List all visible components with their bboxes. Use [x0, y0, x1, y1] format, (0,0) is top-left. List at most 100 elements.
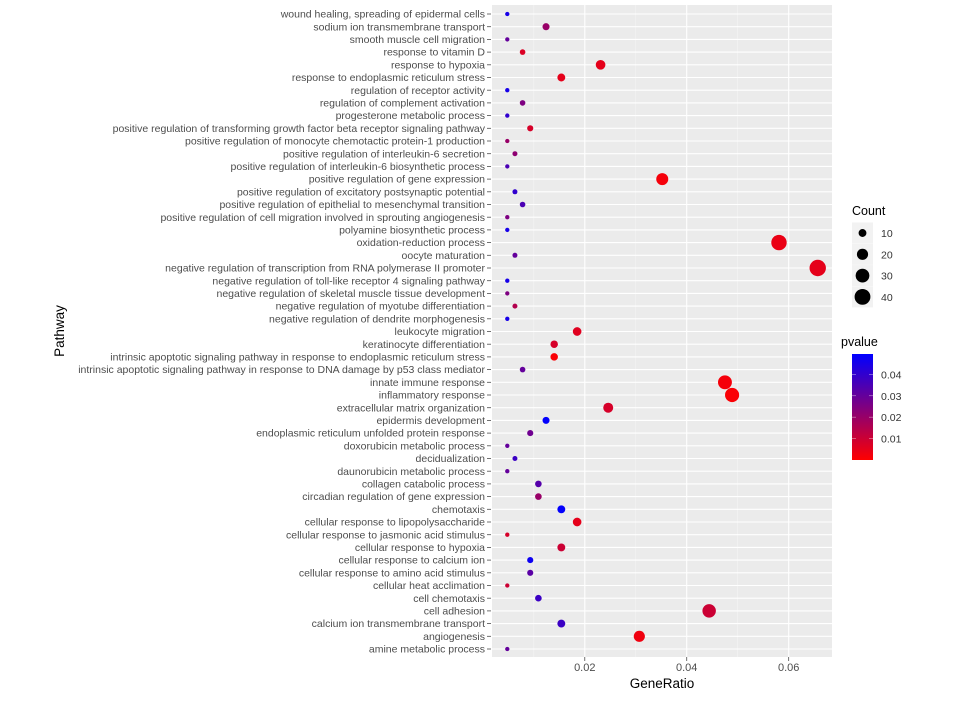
y-tick-label: circadian regulation of gene expression: [302, 491, 485, 503]
point: [512, 303, 518, 309]
y-tick-label: calcium ion transmembrane transport: [312, 618, 485, 630]
x-tick-label: 0.04: [676, 662, 697, 674]
point: [505, 37, 510, 42]
colorbar: [852, 354, 873, 460]
x-axis-title: GeneRatio: [630, 676, 695, 691]
point: [512, 456, 518, 461]
y-tick-label: negative regulation of skeletal muscle t…: [217, 288, 486, 300]
y-tick-label: response to vitamin D: [383, 47, 485, 59]
x-axis-ticks: 0.02 0.04 0.06: [574, 657, 799, 674]
point: [535, 480, 542, 488]
y-axis-title: Pathway: [52, 305, 67, 357]
point: [717, 375, 732, 390]
y-tick-label: chemotaxis: [432, 504, 485, 516]
point: [505, 316, 510, 321]
point: [572, 517, 582, 527]
point: [505, 583, 510, 588]
y-tick-label: cellular response to amino acid stimulus: [299, 567, 485, 579]
point: [505, 646, 510, 652]
y-tick-label: keratinocyte differentiation: [363, 339, 486, 351]
y-tick-label: epidermis development: [376, 415, 485, 427]
point: [595, 59, 606, 70]
point: [512, 151, 518, 157]
point: [512, 252, 518, 258]
y-tick-label: regulation of complement activation: [320, 98, 485, 110]
point: [505, 88, 510, 93]
point: [557, 505, 566, 514]
y-tick-label: cellular response to calcium ion: [339, 555, 486, 567]
color-legend-title: pvalue: [841, 335, 878, 349]
point: [505, 469, 510, 474]
point: [505, 532, 510, 537]
point: [505, 227, 510, 233]
y-tick-label: negative regulation of toll-like recepto…: [212, 275, 485, 287]
y-tick-label: leukocyte migration: [395, 326, 486, 338]
y-tick-label: progesterone metabolic process: [336, 110, 485, 122]
point: [527, 569, 534, 576]
y-tick-label: regulation of receptor activity: [351, 85, 486, 97]
y-tick-label: oxidation-reduction process: [357, 237, 485, 249]
point: [519, 49, 526, 55]
size-legend: Count 10 20 30 40: [852, 204, 893, 308]
size-key-dot: [856, 248, 869, 260]
points: [505, 11, 826, 652]
y-tick-label: daunorubicin metabolic process: [337, 466, 485, 478]
y-tick-label: angiogenesis: [423, 631, 485, 643]
point: [527, 557, 534, 564]
y-tick-label: negative regulation of transcription fro…: [165, 263, 485, 275]
color-legend: pvalue 0.04 0.03 0.02 0.01: [841, 335, 902, 460]
point: [527, 430, 534, 437]
y-tick-label: extracellular matrix organization: [337, 402, 485, 414]
y-tick-label: inflammatory response: [379, 390, 485, 402]
point: [519, 366, 526, 373]
point: [557, 619, 566, 628]
y-tick-label: cellular response to jasmonic acid stimu…: [286, 529, 485, 541]
y-tick-label: cell adhesion: [424, 606, 485, 618]
colorbar-label: 0.03: [881, 391, 902, 403]
y-tick-label: cell chemotaxis: [413, 593, 485, 605]
y-tick-label: doxorubicin metabolic process: [344, 440, 485, 452]
point: [505, 443, 510, 448]
point: [505, 164, 510, 169]
size-key-label: 20: [881, 249, 893, 261]
y-axis-labels: wound healing, spreading of epidermal ce…: [78, 9, 491, 656]
y-tick-label: smooth muscle cell migration: [350, 34, 486, 46]
size-key-dot: [855, 268, 870, 283]
y-tick-label: cellular heat acclimation: [373, 580, 485, 592]
point: [505, 138, 510, 144]
y-tick-label: response to hypoxia: [391, 59, 485, 71]
point: [505, 113, 510, 118]
point: [725, 387, 740, 403]
colorbar-label: 0.01: [881, 434, 902, 446]
point: [519, 201, 526, 208]
point: [603, 402, 614, 413]
y-tick-label: endoplasmic reticulum unfolded protein r…: [256, 428, 485, 440]
size-key-label: 10: [881, 228, 893, 240]
y-tick-label: negative regulation of myotube different…: [276, 301, 486, 313]
y-tick-label: cellular response to hypoxia: [355, 542, 485, 554]
y-tick-label: oocyte maturation: [402, 250, 486, 262]
colorbar-label: 0.04: [881, 369, 902, 381]
x-tick-label: 0.06: [778, 662, 799, 674]
y-tick-label: positive regulation of gene expression: [309, 174, 485, 186]
size-key-label: 30: [881, 271, 893, 283]
gridlines: [492, 5, 832, 657]
y-tick-label: positive regulation of epithelial to mes…: [219, 199, 485, 211]
size-key-label: 40: [881, 292, 893, 304]
size-legend-title: Count: [852, 204, 886, 218]
size-key-dot: [854, 288, 871, 305]
y-tick-label: innate immune response: [370, 377, 485, 389]
y-tick-label: positive regulation of monocyte chemotac…: [185, 136, 485, 148]
y-tick-label: negative regulation of dendrite morphoge…: [269, 313, 485, 325]
point: [809, 259, 826, 277]
point: [505, 11, 510, 17]
point: [535, 594, 542, 602]
x-tick-label: 0.02: [574, 662, 595, 674]
point: [550, 353, 558, 361]
y-tick-label: amine metabolic process: [369, 644, 485, 656]
point: [557, 543, 566, 552]
y-tick-label: response to endoplasmic reticulum stress: [292, 72, 485, 84]
y-tick-label: intrinsic apoptotic signaling pathway in…: [78, 364, 485, 376]
y-tick-label: sodium ion transmembrane transport: [313, 21, 485, 33]
